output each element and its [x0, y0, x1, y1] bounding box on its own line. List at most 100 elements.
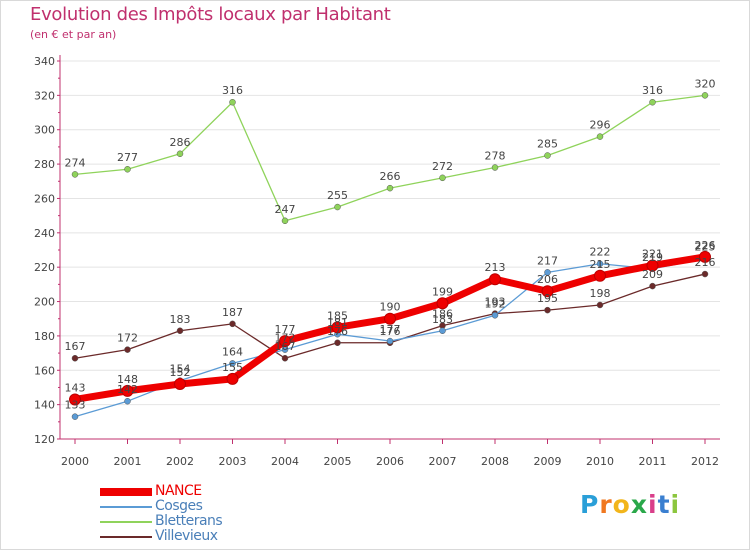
data-point-cosges [386, 337, 394, 345]
data-point-cosges [439, 327, 446, 335]
data-label-bletterans: 255 [327, 189, 348, 202]
data-label-nance: 190 [380, 301, 401, 314]
logo-letter: P [580, 490, 600, 519]
data-label-bletterans: 316 [222, 84, 243, 97]
data-label-cosges: 177 [380, 323, 401, 336]
x-tick-label: 2007 [429, 455, 457, 468]
data-label-villevieux: 193 [485, 296, 506, 309]
legend-item-nance: NANCE [100, 484, 300, 499]
data-label-nance: 143 [65, 381, 86, 394]
data-label-cosges: 217 [537, 254, 558, 267]
data-label-cosges: 222 [590, 246, 611, 259]
data-point-nance [226, 372, 239, 385]
data-point-nance [174, 378, 186, 391]
data-label-villevieux: 186 [432, 308, 453, 321]
x-tick-label: 2012 [691, 455, 719, 468]
data-point-bletterans [491, 164, 499, 171]
data-point-bletterans [544, 152, 551, 159]
data-point-bletterans [649, 98, 656, 106]
data-label-villevieux: 183 [170, 313, 191, 326]
data-label-villevieux: 172 [117, 332, 138, 345]
legend-item-bletterans: Bletterans [100, 514, 300, 529]
x-tick-label: 2002 [166, 455, 194, 468]
data-point-bletterans [124, 165, 131, 173]
data-label-villevieux: 209 [642, 268, 663, 281]
data-label-nance: 185 [327, 309, 348, 322]
y-tick-label: 340 [34, 55, 55, 68]
line-chart: 120 140 160 180 200 220 240 260 280 300 320 340 2000… [34, 55, 720, 468]
data-label-bletterans: 274 [65, 156, 86, 169]
data-label-bletterans: 296 [590, 119, 611, 132]
x-tick-label: 2004 [271, 455, 299, 468]
x-tick-label: 2003 [219, 455, 247, 468]
data-point-villevieux [281, 354, 289, 362]
data-point-bletterans [176, 150, 184, 158]
data-label-cosges: 164 [222, 345, 243, 358]
logo-letter: t [657, 490, 671, 519]
data-label-cosges: 172 [275, 332, 296, 345]
data-label-bletterans: 272 [432, 160, 453, 173]
data-point-nance [699, 250, 711, 263]
data-label-nance: 213 [485, 261, 506, 274]
data-label-bletterans: 277 [117, 151, 138, 164]
legend-swatch-villevieux [100, 536, 152, 538]
y-tick-label: 120 [34, 433, 55, 446]
data-point-villevieux [649, 282, 656, 290]
x-tick-label: 2010 [586, 455, 614, 468]
y-tick-label: 300 [34, 124, 55, 137]
data-point-bletterans [334, 203, 341, 211]
data-point-villevieux [334, 339, 341, 347]
data-label-nance: 206 [537, 273, 558, 286]
data-label-nance: 177 [275, 323, 296, 336]
legend-swatch-bletterans [100, 521, 152, 523]
logo-letter: x [630, 490, 648, 519]
data-label-bletterans: 278 [485, 150, 506, 163]
chart-title: Evolution des Impôts locaux par Habitant [30, 4, 391, 25]
data-label-villevieux: 176 [327, 325, 348, 338]
data-point-villevieux [596, 301, 604, 309]
data-label-bletterans: 320 [695, 77, 716, 90]
data-label-villevieux: 167 [275, 340, 296, 353]
data-point-nance [489, 273, 501, 286]
data-point-villevieux [544, 306, 551, 314]
logo-letter: i [648, 490, 658, 519]
series-line-bletterans [74, 94, 706, 222]
data-label-bletterans: 285 [537, 138, 558, 151]
legend-label-nance: NANCE [155, 483, 202, 499]
data-point-cosges [124, 397, 131, 405]
data-point-villevieux [229, 320, 236, 328]
y-tick-label: 260 [34, 192, 55, 205]
data-point-nance [384, 312, 396, 325]
data-label-nance: 221 [642, 247, 663, 260]
y-tick-label: 140 [34, 399, 55, 412]
data-point-villevieux [176, 327, 184, 335]
legend-item-villevieux: Villevieux [100, 529, 300, 544]
data-label-nance: 199 [432, 285, 453, 298]
y-tick-label: 180 [34, 330, 55, 343]
legend-label-bletterans: Bletterans [155, 513, 223, 529]
data-label-cosges: 133 [65, 399, 86, 412]
x-tick-label: 2006 [376, 455, 404, 468]
legend-item-cosges: Cosges [100, 499, 300, 514]
data-label-cosges: 154 [170, 363, 191, 376]
data-label-cosges: 181 [327, 316, 348, 329]
data-label-villevieux: 195 [537, 292, 558, 305]
data-label-cosges: 142 [117, 383, 138, 396]
data-label-nance: 226 [695, 239, 716, 252]
data-label-bletterans: 316 [642, 84, 663, 97]
y-tick-label: 280 [34, 158, 55, 171]
legend: NANCE Cosges Bletterans Villevieux [100, 484, 300, 544]
data-point-cosges [229, 360, 236, 367]
y-tick-label: 200 [34, 296, 55, 309]
data-label-nance: 215 [590, 258, 611, 271]
data-point-bletterans [701, 92, 709, 99]
data-point-nance [594, 269, 606, 282]
data-label-cosges: 225 [695, 241, 716, 254]
legend-label-cosges: Cosges [155, 498, 203, 514]
data-label-nance: 148 [117, 373, 138, 386]
x-tick-label: 2011 [639, 455, 667, 468]
data-label-bletterans: 286 [170, 136, 191, 149]
data-point-nance [541, 285, 554, 298]
data-label-villevieux: 216 [695, 256, 716, 269]
